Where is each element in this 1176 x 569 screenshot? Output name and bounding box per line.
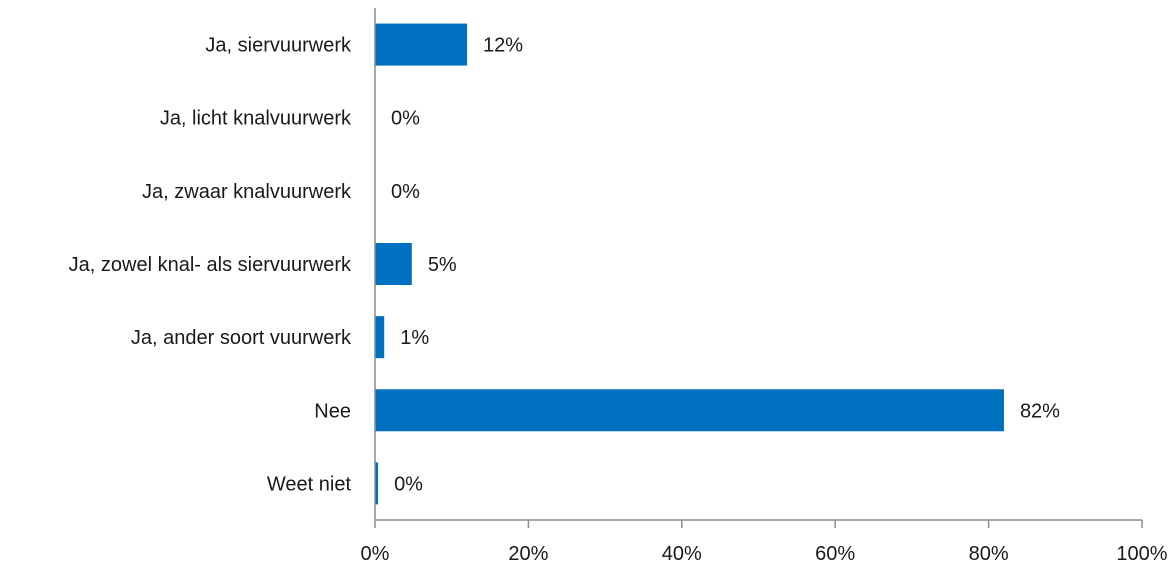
x-tick-label-3: 60% xyxy=(815,543,855,565)
bar-6 xyxy=(375,462,379,505)
x-tick-label-4: 80% xyxy=(969,543,1009,565)
category-label-6: Weet niet xyxy=(267,473,352,495)
data-label-1: 0% xyxy=(391,108,420,130)
category-label-0: Ja, siervuurwerk xyxy=(205,35,352,57)
category-label-5: Nee xyxy=(314,400,351,422)
data-label-3: 5% xyxy=(428,254,457,276)
x-tick-label-0: 0% xyxy=(361,543,390,565)
category-label-2: Ja, zwaar knalvuurwerk xyxy=(142,181,352,203)
category-labels-group: Ja, siervuurwerk Ja, licht knalvuurwerk Ja… xyxy=(69,35,352,496)
x-tick-label-5: 100% xyxy=(1116,543,1167,565)
data-labels-group: 12% 0% 0% 5% 1% 82% 0% xyxy=(391,35,1060,496)
bar-3 xyxy=(375,243,412,285)
bar-5 xyxy=(375,389,1004,432)
bar-0 xyxy=(375,23,468,66)
bar-4 xyxy=(375,316,385,359)
data-label-6: 0% xyxy=(394,473,423,495)
category-label-4: Ja, ander soort vuurwerk xyxy=(131,327,352,349)
category-label-3: Ja, zowel knal- als siervuurwerk xyxy=(69,254,352,276)
bars-group xyxy=(375,23,1004,505)
data-label-2: 0% xyxy=(391,181,420,203)
data-label-0: 12% xyxy=(483,35,523,57)
x-tick-label-1: 20% xyxy=(508,543,548,565)
data-label-4: 1% xyxy=(400,327,429,349)
data-label-5: 82% xyxy=(1020,400,1060,422)
x-ticks-group: 0% 20% 40% 60% 80% 100% xyxy=(361,520,1168,565)
category-label-1: Ja, licht knalvuurwerk xyxy=(160,108,352,130)
x-tick-label-2: 40% xyxy=(662,543,702,565)
